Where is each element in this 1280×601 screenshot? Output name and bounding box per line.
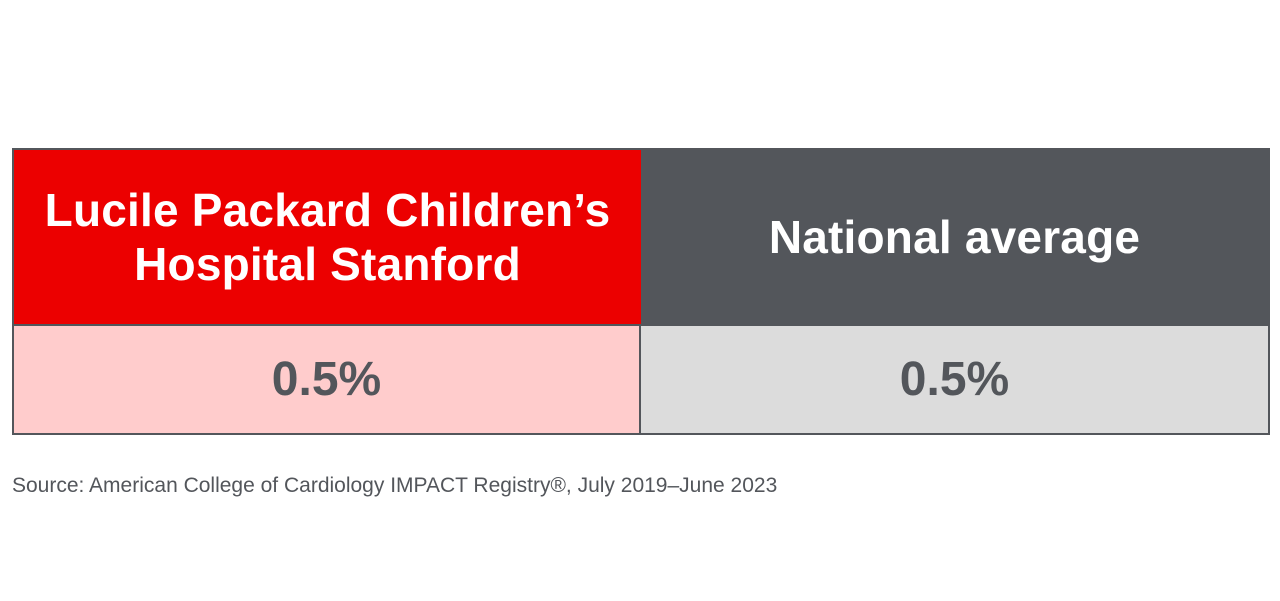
comparison-table: Lucile Packard Children’s Hospital Stanf… — [12, 148, 1270, 435]
header-hospital: Lucile Packard Children’s Hospital Stanf… — [14, 150, 641, 324]
source-note: Source: American College of Cardiology I… — [12, 474, 778, 497]
value-hospital: 0.5% — [14, 324, 641, 433]
value-national-average: 0.5% — [641, 324, 1268, 433]
header-national-average: National average — [641, 150, 1268, 324]
